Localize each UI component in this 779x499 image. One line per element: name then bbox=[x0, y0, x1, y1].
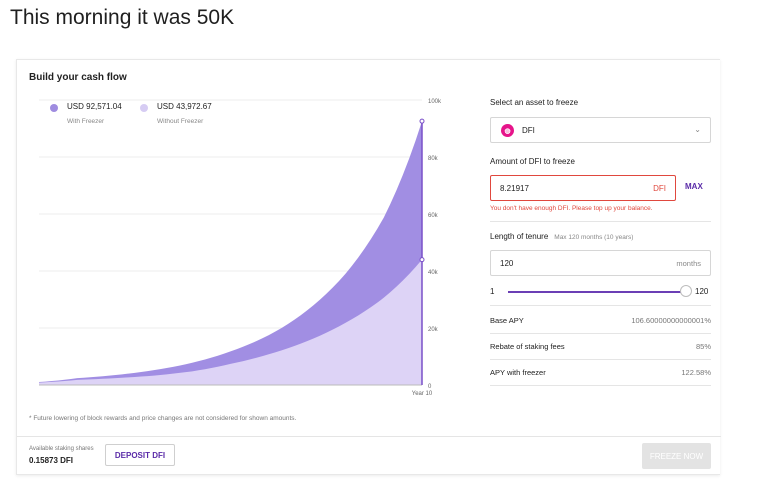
amount-value: 8.21917 bbox=[500, 184, 529, 193]
tenure-label: Length of tenure Max 120 months (10 years… bbox=[490, 232, 633, 241]
asset-name: DFI bbox=[522, 126, 535, 135]
stat-rebate: Rebate of staking fees 85% bbox=[490, 334, 711, 360]
y-tick-label: 40k bbox=[428, 270, 439, 276]
tenure-value: 120 bbox=[500, 259, 514, 268]
dfi-logo-icon: ◍ bbox=[501, 124, 514, 137]
marker-point-with-freezer bbox=[419, 118, 425, 124]
x-tick-label: Year 10 bbox=[412, 391, 433, 397]
legend-dot-with-freezer bbox=[50, 104, 58, 112]
footnote: * Future lowering of block rewards and p… bbox=[29, 415, 297, 422]
stat-value: 106.60000000000001% bbox=[631, 316, 711, 325]
amount-unit: DFI bbox=[653, 184, 666, 193]
tenure-input[interactable]: 120 months bbox=[490, 250, 711, 276]
area-without-freezer bbox=[39, 259, 422, 385]
y-tick-label: 0 bbox=[428, 384, 432, 390]
stat-base-apy: Base APY 106.60000000000001% bbox=[490, 308, 711, 334]
y-tick-label: 80k bbox=[428, 156, 439, 162]
divider bbox=[490, 221, 711, 222]
legend-value-with-freezer: USD 92,571.04 bbox=[67, 102, 122, 111]
y-tick-label: 60k bbox=[428, 213, 439, 219]
max-button[interactable]: MAX bbox=[685, 182, 703, 191]
page-heading: This morning it was 50K bbox=[10, 6, 235, 29]
tenure-slider-track[interactable] bbox=[508, 291, 686, 293]
divider bbox=[490, 305, 711, 306]
slider-min-label: 1 bbox=[490, 287, 495, 296]
divider bbox=[490, 333, 711, 334]
stat-label: APY with freezer bbox=[490, 368, 546, 377]
tenure-unit: months bbox=[676, 259, 701, 268]
tenure-label-text: Length of tenure bbox=[490, 232, 549, 241]
stat-value: 85% bbox=[695, 342, 711, 351]
legend-value-without-freezer: USD 43,972.67 bbox=[157, 102, 212, 111]
stat-label: Base APY bbox=[490, 316, 524, 325]
amount-error: You don't have enough DFI. Please top up… bbox=[490, 205, 653, 212]
amount-label: Amount of DFI to freeze bbox=[490, 157, 575, 166]
available-shares-label: Available staking shares bbox=[29, 446, 94, 452]
amount-input[interactable]: 8.21917 DFI bbox=[490, 175, 676, 201]
divider bbox=[490, 359, 711, 360]
tenure-slider-thumb[interactable] bbox=[680, 285, 692, 297]
stat-apy-with-freezer: APY with freezer 122.58% bbox=[490, 360, 711, 386]
slider-max-label: 120 bbox=[695, 287, 709, 296]
available-shares-value: 0.15873 DFI bbox=[29, 456, 74, 465]
deposit-dfi-button[interactable]: DEPOSIT DFI bbox=[105, 444, 175, 466]
card-title: Build your cash flow bbox=[29, 72, 127, 83]
stat-label: Rebate of staking fees bbox=[490, 342, 565, 351]
y-tick-label: 100k bbox=[428, 99, 442, 105]
asset-label: Select an asset to freeze bbox=[490, 98, 579, 107]
asset-select[interactable]: ◍ DFI ⌄ bbox=[490, 117, 711, 143]
marker-point-without-freezer bbox=[419, 257, 425, 263]
area-with-freezer bbox=[39, 121, 422, 386]
y-tick-label: 20k bbox=[428, 327, 439, 333]
chevron-down-icon: ⌄ bbox=[694, 125, 701, 134]
stat-value: 122.58% bbox=[681, 368, 711, 377]
divider bbox=[490, 385, 711, 386]
freeze-now-button[interactable]: FREEZE NOW bbox=[642, 443, 711, 469]
cash-flow-card: Build your cash flow USD 92,571.04 With … bbox=[16, 59, 721, 475]
footer-divider bbox=[17, 436, 721, 437]
legend-sub-with-freezer: With Freezer bbox=[67, 118, 105, 125]
tenure-hint: Max 120 months (10 years) bbox=[554, 234, 634, 241]
legend-sub-without-freezer: Without Freezer bbox=[157, 118, 204, 125]
legend-dot-without-freezer bbox=[140, 104, 148, 112]
